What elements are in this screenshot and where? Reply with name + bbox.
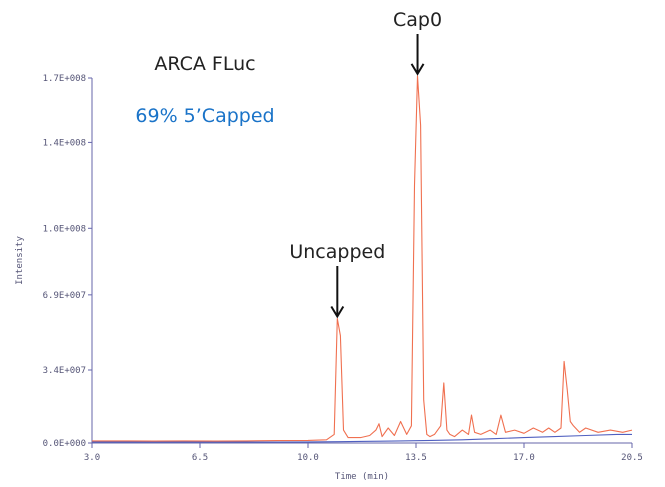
intensity-trace: [92, 75, 633, 442]
x-tick-label: 10.0: [297, 453, 319, 463]
peak-annotation-label: Uncapped: [289, 241, 385, 263]
annotation-arrow-head: [410, 63, 425, 76]
series-layer: [91, 75, 633, 443]
y-tick-label: 1.4E+008: [43, 138, 86, 148]
x-tick-label: 6.5: [192, 453, 208, 463]
x-axis-title: Time (min): [335, 472, 389, 482]
y-tick-label: 0.0E+000: [43, 439, 86, 449]
y-tick-label: 3.4E+007: [43, 366, 86, 376]
chart-title: ARCA FLuc: [154, 53, 255, 75]
peak-annotation-label: Cap0: [393, 9, 442, 31]
annotation-arrow-head: [330, 305, 345, 319]
x-tick-label: 13.5: [405, 453, 427, 463]
x-tick-label: 3.0: [84, 453, 100, 463]
y-tick-label: 1.0E+008: [43, 224, 86, 234]
baseline-trace: [91, 433, 632, 443]
y-axis-ticks: 0.0E+000 3.4E+007 6.9E+007 1.0E+008 1.4E+008…: [43, 74, 92, 449]
x-tick-label: 20.5: [621, 453, 643, 463]
y-tick-label: 6.9E+007: [43, 291, 86, 301]
x-tick-label: 17.0: [513, 453, 535, 463]
y-tick-label: 1.7E+008: [43, 74, 86, 84]
chart-subtitle: 69% 5’Capped: [135, 105, 274, 127]
x-axis-ticks: 3.0 6.5 10.0 13.5 17.0 20.5: [84, 443, 643, 463]
y-axis-title: Intensity: [15, 236, 25, 285]
annotation-layer: Cap0 Uncapped: [289, 9, 442, 319]
